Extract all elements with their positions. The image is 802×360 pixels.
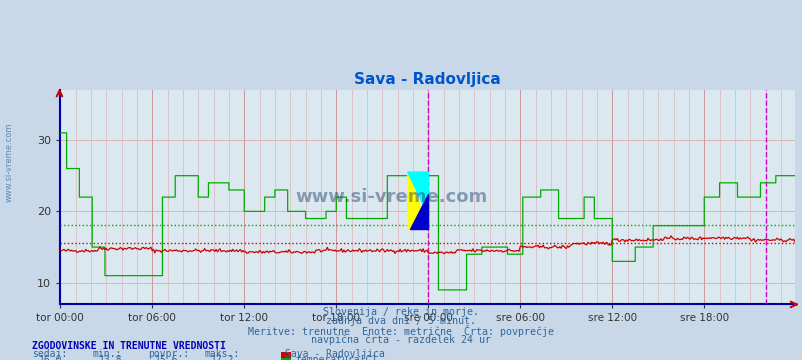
Text: 17,2: 17,2 — [211, 355, 234, 360]
Text: povpr.:: povpr.: — [148, 349, 189, 359]
Text: 15,6: 15,6 — [155, 355, 178, 360]
Polygon shape — [410, 194, 427, 229]
Text: min.:: min.: — [92, 349, 122, 359]
Text: 16,0: 16,0 — [38, 355, 62, 360]
Text: www.si-vreme.com: www.si-vreme.com — [5, 122, 14, 202]
Title: Sava - Radovljica: Sava - Radovljica — [354, 72, 500, 87]
Text: maks.:: maks.: — [205, 349, 240, 359]
Text: temperatura[C]: temperatura[C] — [295, 355, 377, 360]
Text: www.si-vreme.com: www.si-vreme.com — [295, 188, 487, 206]
Polygon shape — [407, 172, 427, 229]
Text: Meritve: trenutne  Enote: metrične  Črta: povprečje: Meritve: trenutne Enote: metrične Črta: … — [248, 325, 554, 337]
Polygon shape — [407, 172, 427, 215]
Text: zadnja dva dni / 5 minut.: zadnja dva dni / 5 minut. — [326, 316, 476, 326]
Text: sedaj:: sedaj: — [32, 349, 67, 359]
Text: navpična črta - razdelek 24 ur: navpična črta - razdelek 24 ur — [311, 335, 491, 345]
Text: 13,8: 13,8 — [99, 355, 122, 360]
Text: ZGODOVINSKE IN TRENUTNE VREDNOSTI: ZGODOVINSKE IN TRENUTNE VREDNOSTI — [32, 341, 225, 351]
Text: Sava - Radovljica: Sava - Radovljica — [285, 349, 384, 359]
Text: Slovenija / reke in morje.: Slovenija / reke in morje. — [323, 307, 479, 317]
